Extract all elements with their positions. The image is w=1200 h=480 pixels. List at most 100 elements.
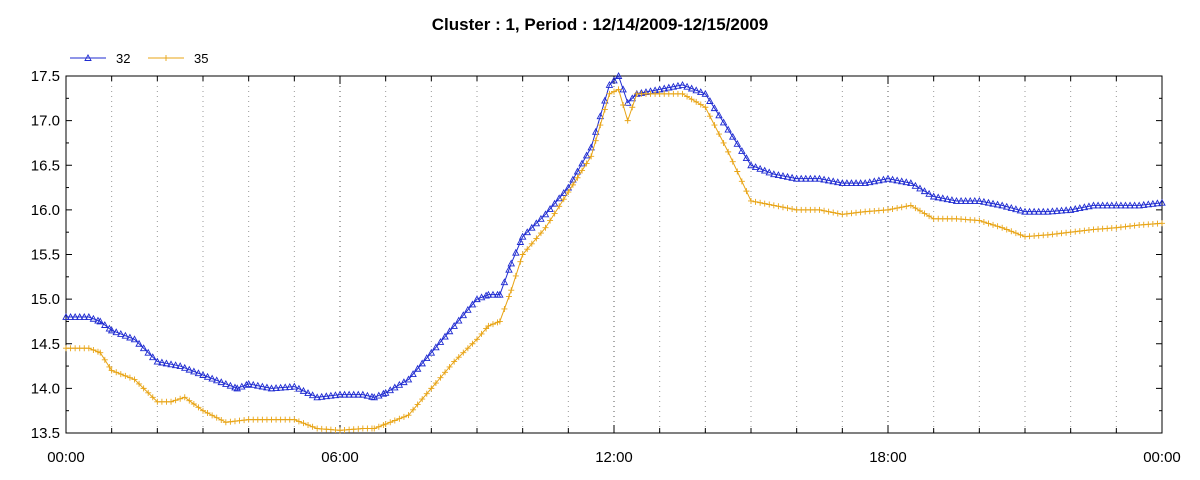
data-point-marker xyxy=(454,316,463,324)
data-point-marker xyxy=(825,208,832,215)
data-point-marker xyxy=(774,171,783,179)
data-point-marker xyxy=(907,179,915,187)
data-point-marker xyxy=(628,94,637,102)
data-point-marker xyxy=(884,174,892,182)
data-point-marker xyxy=(591,127,600,135)
data-point-marker xyxy=(1153,199,1162,207)
data-point-marker xyxy=(957,197,965,204)
data-point-marker xyxy=(926,213,933,220)
data-point-marker xyxy=(474,336,480,343)
data-point-marker xyxy=(702,104,709,111)
data-point-marker xyxy=(149,353,157,361)
data-point-marker xyxy=(519,251,526,258)
y-tick-label: 13.5 xyxy=(31,425,60,442)
data-point-marker xyxy=(409,370,417,378)
data-point-marker xyxy=(719,118,728,126)
data-point-marker xyxy=(565,189,572,196)
data-point-marker xyxy=(733,139,742,147)
data-point-marker xyxy=(669,82,678,90)
data-point-marker xyxy=(684,93,691,100)
data-point-marker xyxy=(1062,206,1070,214)
data-point-marker xyxy=(185,365,194,373)
data-point-marker xyxy=(802,174,810,182)
data-point-marker xyxy=(190,400,197,407)
data-point-marker xyxy=(961,197,970,204)
data-point-marker xyxy=(194,369,203,377)
data-point-marker xyxy=(244,379,253,387)
data-point-marker xyxy=(839,211,846,218)
data-point-marker xyxy=(715,111,723,119)
data-point-marker xyxy=(167,360,175,368)
data-point-marker xyxy=(1048,207,1057,215)
series-line xyxy=(66,88,1163,431)
data-point-marker xyxy=(1044,231,1051,238)
y-tick-label: 16.0 xyxy=(31,202,60,219)
data-point-marker xyxy=(140,385,147,392)
data-point-marker xyxy=(218,416,225,423)
data-point-marker xyxy=(624,117,631,124)
data-point-marker xyxy=(238,382,246,390)
data-point-marker xyxy=(290,382,299,390)
data-point-marker xyxy=(761,200,768,207)
data-point-marker xyxy=(766,201,773,208)
data-point-marker xyxy=(542,224,549,231)
data-point-marker xyxy=(985,220,992,227)
data-point-marker xyxy=(162,359,171,367)
data-point-marker xyxy=(725,148,732,155)
data-point-marker xyxy=(779,204,786,211)
data-point-marker xyxy=(327,391,335,399)
data-point-marker xyxy=(596,112,605,120)
data-point-marker xyxy=(1081,227,1088,234)
data-point-marker xyxy=(701,89,710,97)
data-point-marker xyxy=(1053,230,1060,237)
data-point-marker xyxy=(834,178,842,186)
data-point-marker xyxy=(811,174,819,182)
data-point-marker xyxy=(517,258,524,265)
data-point-marker xyxy=(994,223,1001,230)
data-point-marker xyxy=(345,390,353,398)
data-point-marker xyxy=(710,104,719,112)
data-point-marker xyxy=(108,367,115,374)
data-point-marker xyxy=(336,390,344,398)
data-point-marker xyxy=(485,322,492,329)
data-point-marker xyxy=(765,168,774,176)
data-point-marker xyxy=(911,181,920,189)
data-point-marker xyxy=(693,98,700,105)
data-point-marker xyxy=(692,86,700,94)
data-point-marker xyxy=(1016,206,1025,214)
data-point-marker xyxy=(508,287,515,294)
data-point-marker xyxy=(720,139,727,146)
data-point-marker xyxy=(1058,230,1065,237)
data-point-marker xyxy=(172,397,179,404)
series-32 xyxy=(62,72,1166,401)
data-point-marker xyxy=(907,202,914,209)
data-point-marker xyxy=(441,332,449,340)
data-point-marker xyxy=(815,174,824,182)
plot-area xyxy=(65,75,1163,434)
data-point-marker xyxy=(853,209,860,216)
data-point-marker xyxy=(85,345,92,352)
data-point-marker xyxy=(528,240,535,247)
data-point-marker xyxy=(679,90,686,97)
data-point-marker xyxy=(975,197,984,204)
data-point-marker xyxy=(560,196,567,203)
data-point-marker xyxy=(592,137,599,144)
data-point-marker xyxy=(455,354,462,361)
data-point-marker xyxy=(943,195,952,203)
data-point-marker xyxy=(688,96,695,103)
y-tick-label: 16.5 xyxy=(31,157,60,174)
data-point-marker xyxy=(587,143,595,151)
data-point-marker xyxy=(195,404,202,411)
data-point-marker xyxy=(117,371,124,378)
data-point-marker xyxy=(484,290,493,298)
data-point-marker xyxy=(678,80,687,88)
data-point-marker xyxy=(1139,200,1148,208)
data-point-marker xyxy=(1121,201,1130,209)
data-point-marker xyxy=(912,205,919,212)
data-point-marker xyxy=(209,412,216,419)
series-layer xyxy=(62,72,1166,434)
data-point-marker xyxy=(299,386,308,394)
data-point-marker xyxy=(885,206,891,213)
data-point-marker xyxy=(181,394,188,401)
data-point-marker xyxy=(1067,229,1074,236)
